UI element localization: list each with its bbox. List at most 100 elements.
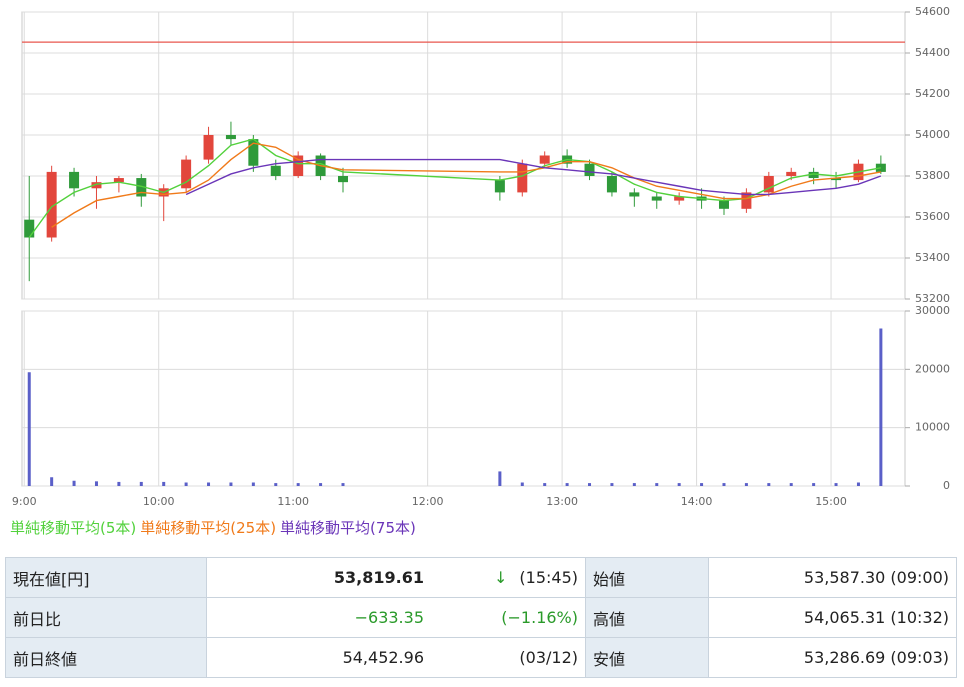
volume-bar xyxy=(655,483,659,486)
volume-bar xyxy=(565,483,569,486)
volume-bar xyxy=(207,482,211,486)
label: 前日終値 xyxy=(5,637,207,678)
value: 53,286.69 (09:03) xyxy=(708,637,957,678)
volume-bar xyxy=(251,482,255,486)
volume-bar xyxy=(184,482,188,486)
row: 前日終値 54,452.96 (03/12) 安値 53,286.69 (09:03) xyxy=(5,637,957,678)
candle-body xyxy=(539,155,550,164)
note: ↓ (15:45) xyxy=(431,557,586,598)
volume-bar xyxy=(722,483,726,486)
y-tick-label: 54400 xyxy=(915,46,950,59)
x-tick-label: 9:00 xyxy=(12,495,37,508)
y-tick-label: 53200 xyxy=(915,292,950,305)
volume-bar xyxy=(744,483,748,486)
note-text: (15:45) xyxy=(519,568,578,587)
x-tick-label: 11:00 xyxy=(277,495,309,508)
candle-body xyxy=(718,200,729,209)
value: 54,065.31 (10:32) xyxy=(708,597,957,638)
volume-bar xyxy=(879,328,883,486)
volume-bar xyxy=(319,483,323,486)
volume-bar xyxy=(27,372,31,486)
volume-bar xyxy=(856,482,860,486)
volume-bar xyxy=(812,483,816,486)
volume-bar xyxy=(50,477,54,486)
note: (−1.16%) xyxy=(431,597,586,638)
y-tick-label: 20000 xyxy=(915,362,950,375)
y-tick-label: 54200 xyxy=(915,87,950,100)
arrow: ↓ xyxy=(494,568,508,587)
value: 53,819.61 xyxy=(206,557,431,598)
y-tick-label: 53800 xyxy=(915,169,950,182)
volume-bar xyxy=(700,483,704,486)
candle-body xyxy=(629,192,640,197)
candle-body xyxy=(181,159,192,189)
candle-body xyxy=(270,165,281,176)
x-tick-label: 14:00 xyxy=(681,495,713,508)
volume-bar xyxy=(94,481,98,486)
y-tick-label: 54000 xyxy=(915,128,950,141)
candle-body xyxy=(337,176,348,183)
volume-bar xyxy=(296,483,300,486)
chart: 53200 53400 53600 53800 54000 54200 54400 54600… xyxy=(12,5,950,508)
note: (03/12) xyxy=(431,637,586,678)
candle-body xyxy=(113,178,124,183)
candle-body xyxy=(91,182,102,189)
candle-body xyxy=(584,163,595,176)
candle-body xyxy=(69,171,80,189)
volume-bar xyxy=(834,483,838,486)
value: 54,452.96 xyxy=(206,637,431,678)
label: 安値 xyxy=(585,637,709,678)
plot-area xyxy=(21,310,906,487)
legend: 単純移動平均(5本) 単純移動平均(25本) 単純移動平均(75本) xyxy=(10,517,420,538)
x-tick-label: 10:00 xyxy=(143,495,175,508)
volume-bar xyxy=(274,483,278,486)
candle-body xyxy=(786,171,797,176)
x-tick-label: 12:00 xyxy=(412,495,444,508)
legend-entry: 単純移動平均(5本) xyxy=(10,519,137,537)
volume-bar xyxy=(520,482,524,486)
candle-body xyxy=(293,155,304,176)
volume-bar xyxy=(117,481,121,486)
candle-body xyxy=(517,163,528,193)
value: −633.35 xyxy=(206,597,431,638)
y-tick-label: 53600 xyxy=(915,210,950,223)
volume-bar xyxy=(139,481,143,486)
label: 前日比 xyxy=(5,597,207,638)
candle-body xyxy=(494,180,505,193)
y-tick-label: 30000 xyxy=(915,304,950,317)
candle-body xyxy=(831,178,842,181)
candle-body xyxy=(24,219,35,238)
legend-entry: 単純移動平均(75本) xyxy=(280,519,416,537)
label: 高値 xyxy=(585,597,709,638)
label: 現在値[円] xyxy=(5,557,207,598)
note-text: (−1.16%) xyxy=(501,608,578,627)
candle-body xyxy=(225,135,236,140)
quote-table: 現在値[円] 53,819.61 ↓ (15:45) 始値 53,587.30 (09:0… xyxy=(5,557,957,678)
y-tick-label: 10000 xyxy=(915,421,950,434)
candle-body xyxy=(46,171,57,238)
volume-bar xyxy=(72,480,76,486)
volume-bar xyxy=(789,483,793,486)
candle-body xyxy=(808,171,819,179)
row: 現在値[円] 53,819.61 ↓ (15:45) 始値 53,587.30 (09:0… xyxy=(5,557,957,598)
label: 始値 xyxy=(585,557,709,598)
candle-body xyxy=(136,178,147,197)
plot-area xyxy=(21,11,906,300)
candle-body xyxy=(674,196,685,201)
candle-body xyxy=(606,176,617,193)
volume-bar xyxy=(632,483,636,486)
volume-bar xyxy=(162,481,166,486)
volume-bar xyxy=(610,483,614,486)
y-tick-label: 53400 xyxy=(915,251,950,264)
volume-bar xyxy=(229,482,233,486)
note-text: (03/12) xyxy=(519,648,578,667)
x-tick-label: 15:00 xyxy=(815,495,847,508)
row: 前日比 −633.35 (−1.16%) 高値 54,065.31 (10:32) xyxy=(5,597,957,638)
candle-body xyxy=(741,192,752,209)
x-tick-label: 13:00 xyxy=(546,495,578,508)
volume-bar xyxy=(341,483,345,486)
candle-body xyxy=(875,163,886,172)
candle-body xyxy=(763,176,774,193)
ma-line xyxy=(185,158,882,196)
